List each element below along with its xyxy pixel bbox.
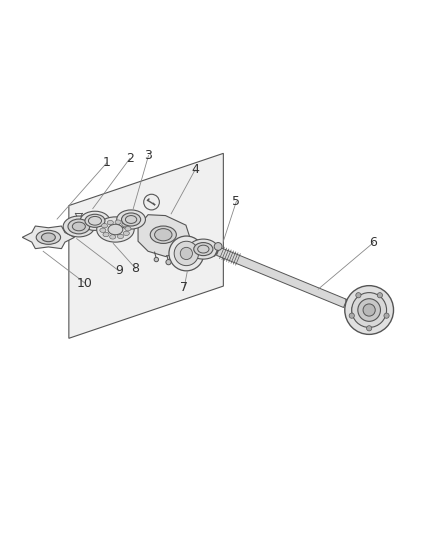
- Polygon shape: [216, 247, 347, 308]
- Ellipse shape: [345, 286, 393, 334]
- Ellipse shape: [174, 241, 198, 265]
- Text: 10: 10: [77, 277, 93, 289]
- Text: 5: 5: [233, 195, 240, 208]
- Ellipse shape: [358, 298, 381, 321]
- Ellipse shape: [155, 229, 172, 241]
- Polygon shape: [22, 226, 74, 249]
- Ellipse shape: [363, 304, 375, 316]
- Ellipse shape: [150, 226, 177, 244]
- Text: 7: 7: [180, 281, 188, 294]
- Ellipse shape: [100, 228, 106, 232]
- Ellipse shape: [103, 232, 109, 237]
- Ellipse shape: [36, 230, 60, 244]
- Ellipse shape: [115, 220, 121, 224]
- Polygon shape: [138, 215, 189, 256]
- Ellipse shape: [352, 293, 387, 327]
- Ellipse shape: [384, 313, 389, 318]
- Ellipse shape: [188, 239, 218, 259]
- Text: 1: 1: [103, 156, 111, 169]
- Ellipse shape: [349, 313, 354, 318]
- Ellipse shape: [85, 214, 105, 228]
- Ellipse shape: [356, 293, 361, 298]
- Ellipse shape: [169, 236, 204, 271]
- Ellipse shape: [377, 293, 382, 298]
- Ellipse shape: [194, 243, 213, 256]
- Ellipse shape: [166, 260, 171, 265]
- Ellipse shape: [121, 213, 141, 226]
- Ellipse shape: [117, 235, 124, 239]
- Ellipse shape: [63, 216, 95, 237]
- Text: 3: 3: [145, 149, 152, 162]
- Ellipse shape: [214, 243, 222, 251]
- Ellipse shape: [122, 222, 128, 227]
- Ellipse shape: [180, 247, 192, 260]
- Ellipse shape: [123, 231, 129, 236]
- Ellipse shape: [97, 217, 134, 242]
- Ellipse shape: [107, 221, 113, 225]
- Text: 4: 4: [191, 164, 199, 176]
- Ellipse shape: [125, 227, 131, 231]
- Text: 6: 6: [370, 236, 378, 249]
- Text: 9: 9: [115, 264, 123, 277]
- Text: 2: 2: [126, 152, 134, 165]
- Ellipse shape: [102, 223, 108, 228]
- Ellipse shape: [117, 210, 145, 229]
- Ellipse shape: [154, 257, 159, 262]
- Ellipse shape: [80, 211, 110, 230]
- Ellipse shape: [42, 233, 55, 241]
- Ellipse shape: [144, 194, 159, 210]
- Ellipse shape: [367, 326, 372, 331]
- Ellipse shape: [72, 222, 85, 231]
- Text: 8: 8: [131, 262, 139, 274]
- Ellipse shape: [352, 301, 371, 320]
- Polygon shape: [69, 154, 223, 338]
- Ellipse shape: [68, 219, 90, 234]
- Ellipse shape: [110, 235, 116, 239]
- Ellipse shape: [108, 224, 123, 235]
